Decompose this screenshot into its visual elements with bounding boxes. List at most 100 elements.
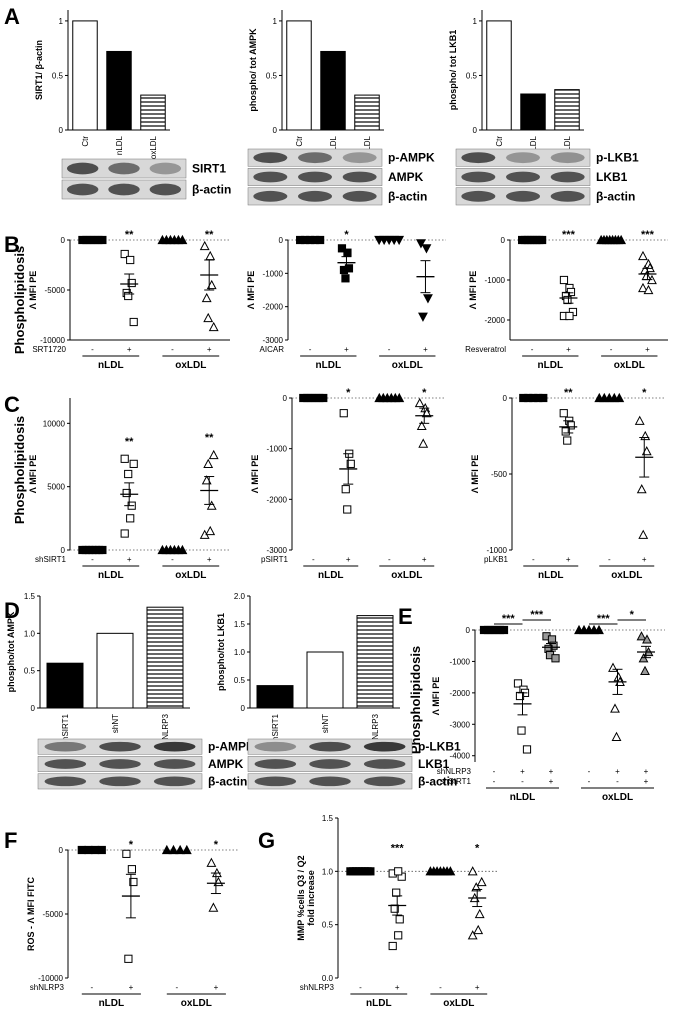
B2-sign-label: + xyxy=(423,345,428,354)
chart-E: 0-1000-2000-3000-4000*** ***- + +- - +nLDL***… xyxy=(431,609,665,803)
E-sign-label: + xyxy=(644,777,649,786)
C2-group-label: nLDL xyxy=(318,570,344,581)
A3-blot-label: β-actin xyxy=(596,189,635,203)
B1-sign-label: + xyxy=(207,345,212,354)
C3-treat-point xyxy=(640,430,651,441)
A2-blot-label: β-actin xyxy=(388,189,427,203)
chart-B3: 0-1000-2000***- +nLDL***- +oxLDLResveratro… xyxy=(465,229,668,371)
B1-group-label: oxLDL xyxy=(175,360,206,371)
A1-bar-oxLDL xyxy=(140,94,166,131)
G-sign-label: + xyxy=(395,983,400,992)
C3-treat-point xyxy=(561,427,570,436)
F-group-label: oxLDL xyxy=(181,998,212,1009)
B1-treat-point xyxy=(124,291,133,301)
B1-treatment-label: SRT1720 xyxy=(32,345,66,354)
D2-blot-band xyxy=(254,759,297,769)
G-y-tick-label: 0.0 xyxy=(322,974,334,983)
A1-blot-band xyxy=(108,162,140,175)
E-sign-label: - xyxy=(521,777,524,786)
A1-blot-band xyxy=(66,162,99,175)
A2-category-label: nLDL xyxy=(329,135,338,155)
B1-treat-point xyxy=(120,249,129,259)
D1-blot-label: β-actin xyxy=(208,774,247,788)
F-ctrl-point xyxy=(91,845,100,855)
E-group-label: oxLDL xyxy=(602,792,633,803)
C2-significance: * xyxy=(422,387,427,399)
C2-treat-point xyxy=(343,505,352,514)
C1-treat-point xyxy=(206,500,217,510)
C3-treat-point xyxy=(634,415,645,425)
A3-ylabel: phospho/ tot LKB1 xyxy=(448,30,458,111)
A2-y-tick-label: 1 xyxy=(273,17,278,26)
B2-ctrl-point xyxy=(316,235,325,245)
G-treat-point xyxy=(388,941,397,951)
C1-y-tick-label: 0 xyxy=(61,546,66,555)
A1-bar-Ctr xyxy=(72,20,98,131)
C1-treat-point xyxy=(124,469,133,479)
D2-blot-band xyxy=(363,741,406,752)
F-treat-point xyxy=(206,857,217,867)
B2-group-label: oxLDL xyxy=(392,360,423,371)
panel-letter-e: E xyxy=(398,604,413,629)
B3-y-tick-label: -1000 xyxy=(485,276,506,285)
C2-sign-label: + xyxy=(422,555,427,564)
D1-blot-band xyxy=(44,759,87,769)
B3-sign-label: - xyxy=(531,345,534,354)
B3-group-label: oxLDL xyxy=(614,360,645,371)
A1-blot-band xyxy=(149,162,182,175)
A2-category-label: Ctr xyxy=(295,136,304,147)
C1-treat-point xyxy=(122,488,131,498)
D2-bar-shSIRT1 xyxy=(256,685,294,709)
B3-treat-point xyxy=(559,275,569,285)
F-ctrl-point xyxy=(77,845,86,855)
C1-significance: ** xyxy=(125,436,134,448)
A1-category-label: Ctr xyxy=(81,136,90,147)
F-ctrl-point xyxy=(168,844,179,855)
F-ctrl-point xyxy=(181,844,192,855)
C1-treat-point xyxy=(203,458,214,468)
B2-treatment-label: AICAR xyxy=(260,345,285,354)
F-treat-point xyxy=(122,849,131,858)
E-sign-label: + xyxy=(549,767,554,776)
B1-treat-point xyxy=(205,250,216,261)
A3-western-blot: p-LKB1 LKB1 β-actin xyxy=(455,148,639,206)
A3-bar-oxLDL xyxy=(554,89,580,131)
A2-blot-band xyxy=(342,171,377,183)
C2-y-tick-label: 0 xyxy=(283,394,288,403)
B1-treat-point xyxy=(127,278,136,288)
G-significance: *** xyxy=(391,842,405,854)
B1-treat-point xyxy=(199,240,210,251)
F-sign-label: - xyxy=(175,983,178,992)
D1-blot-band xyxy=(44,741,87,752)
A1-western-blot: SIRT1 β-actin xyxy=(61,158,231,200)
C3-y-tick-label: 0 xyxy=(503,394,508,403)
F-significance: * xyxy=(129,839,134,851)
B1-ctrl-point xyxy=(98,235,107,245)
A3-category-label: oxLDL xyxy=(563,135,572,159)
G-ylabel: MMP %cells Q3 / Q2 xyxy=(296,855,306,940)
A2-blot-label: p-AMPK xyxy=(388,151,435,165)
F-treat-point xyxy=(208,902,219,912)
D1-y-tick-label: 0 xyxy=(31,704,36,713)
D1-ylabel: phospho/tot AMPK xyxy=(6,611,16,692)
G-treat-point xyxy=(476,876,487,887)
E-sign-label: + xyxy=(520,767,525,776)
chart-A3: 0 0.5 1 Ctr nLDL oxLDL phospho/ tot LKB1 p-LKB1… xyxy=(448,10,639,206)
D2-blot-label: β-actin xyxy=(418,774,457,788)
D2-y-tick-label: 0.5 xyxy=(234,676,246,685)
A2-blot-band xyxy=(253,190,288,202)
D2-blot-label: LKB1 xyxy=(418,757,450,771)
A2-blot-label: AMPK xyxy=(388,170,424,184)
C2-treat-point xyxy=(418,438,429,448)
D1-y-tick-label: 0.5 xyxy=(24,667,36,676)
A1-y-tick-label: 0 xyxy=(59,126,64,135)
B3-treat-point xyxy=(638,250,648,261)
D2-bar-shNT xyxy=(306,651,344,709)
B2-y-tick-label: -1000 xyxy=(263,269,284,278)
G-y-tick-label: 1.0 xyxy=(322,867,334,876)
B2-ylabel: Λ MFI PE xyxy=(246,271,256,310)
A3-bar-nLDL xyxy=(520,93,546,131)
panel-letter-g: G xyxy=(258,828,275,853)
